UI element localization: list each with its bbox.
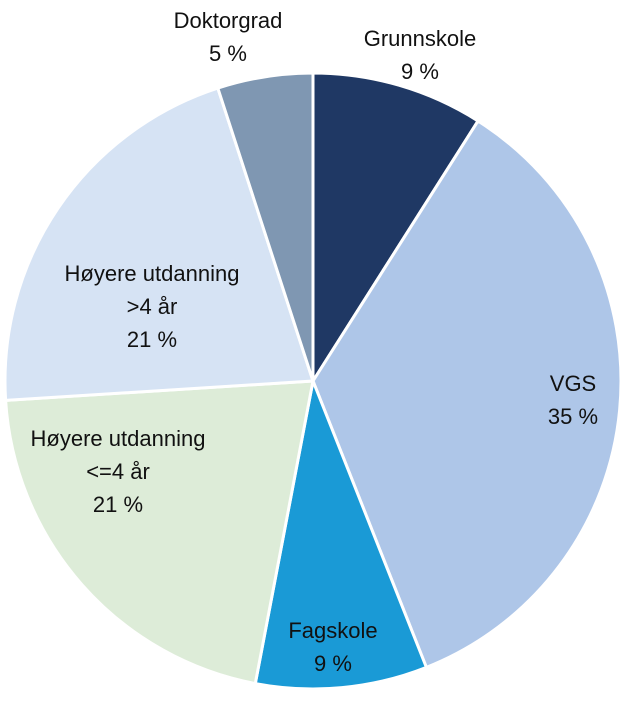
slice-label: Fagskole (288, 618, 377, 643)
pie-slice (253, 379, 428, 691)
value-label: 9 % (401, 59, 439, 84)
pie-slice (3, 86, 315, 402)
slice-label: Doktorgrad (174, 8, 283, 33)
slice-label: <=4 år (86, 459, 150, 484)
slice-label: Grunnskole (364, 26, 477, 51)
slice-label: >4 år (127, 294, 178, 319)
value-label: 35 % (548, 404, 598, 429)
pie-slice (216, 71, 315, 383)
pie-slice (311, 119, 623, 669)
value-label: 5 % (209, 41, 247, 66)
value-label: 21 % (127, 327, 177, 352)
pie-slice (4, 379, 315, 686)
pie-slice (311, 71, 480, 383)
value-label: 9 % (314, 651, 352, 676)
slice-label: Høyere utdanning (31, 426, 206, 451)
value-label: 21 % (93, 492, 143, 517)
slice-label: Høyere utdanning (65, 261, 240, 286)
slice-label: VGS (550, 371, 596, 396)
